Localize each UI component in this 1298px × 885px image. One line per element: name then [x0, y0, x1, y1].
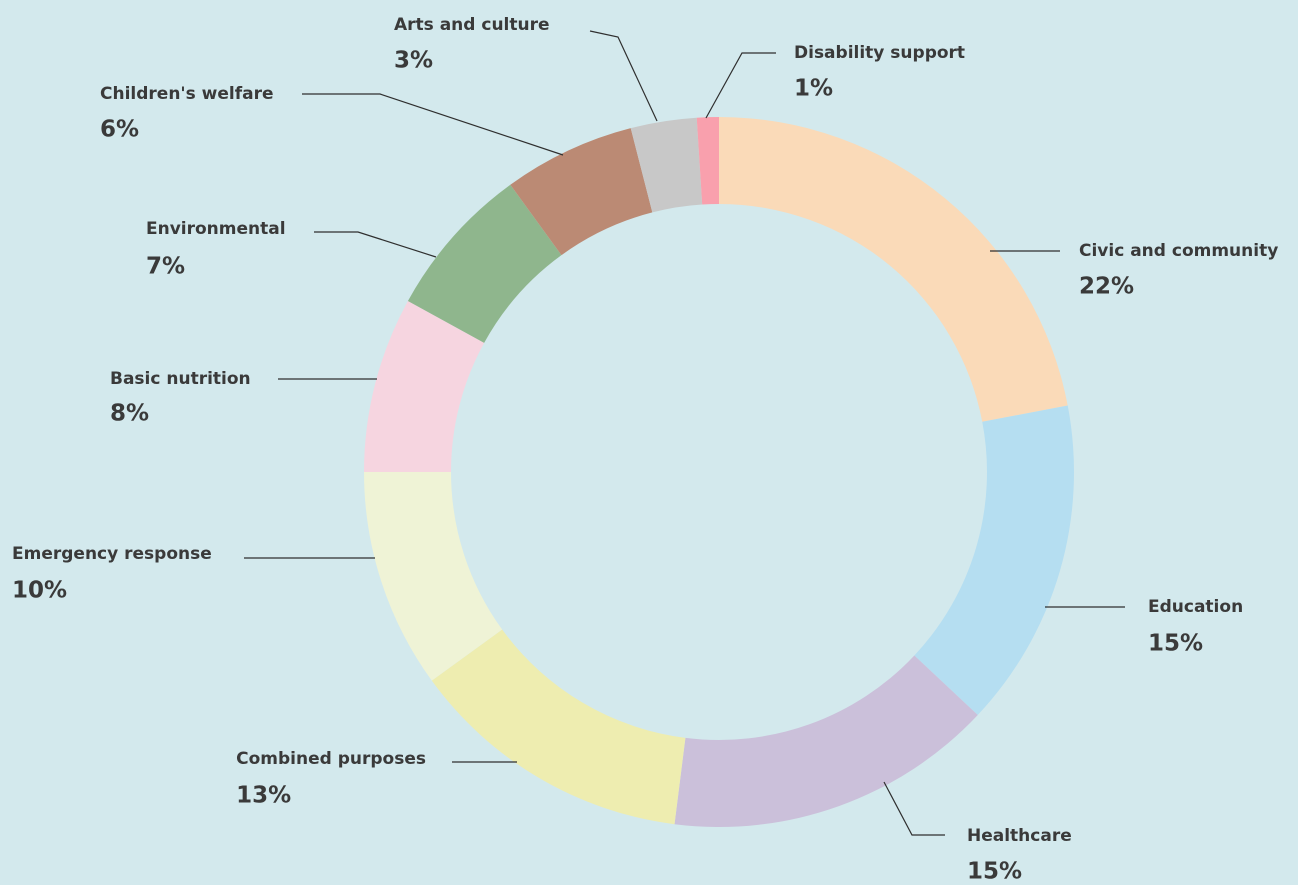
label-value-arts-and-culture: 3%	[394, 48, 433, 74]
label-name-combined-purposes: Combined purposes	[236, 749, 426, 769]
label-name-children-s-welfare: Children's welfare	[100, 84, 274, 104]
leader-line-arts-and-culture	[589, 30, 658, 122]
slice-combined-purposes	[431, 629, 686, 825]
slices-layer	[364, 117, 1074, 827]
label-value-environmental: 7%	[146, 254, 185, 280]
slice-disability-support	[696, 117, 719, 205]
slice-children-s-welfare	[510, 128, 653, 256]
slice-arts-and-culture	[630, 117, 703, 213]
slice-basic-nutrition	[364, 300, 485, 472]
leader-lines-layer	[244, 30, 1125, 836]
slice-emergency-response	[364, 472, 503, 681]
leader-line-healthcare	[883, 781, 945, 836]
label-name-arts-and-culture: Arts and culture	[394, 15, 550, 35]
label-value-children-s-welfare: 6%	[100, 117, 139, 143]
label-name-civic-and-community: Civic and community	[1079, 241, 1278, 261]
leader-line-disability-support	[705, 52, 776, 119]
label-name-basic-nutrition: Basic nutrition	[110, 369, 251, 389]
label-name-environmental: Environmental	[146, 219, 286, 239]
slice-education	[914, 405, 1074, 716]
label-value-disability-support: 1%	[794, 76, 833, 102]
label-value-combined-purposes: 13%	[236, 783, 291, 809]
label-name-disability-support: Disability support	[794, 43, 965, 63]
label-value-healthcare: 15%	[967, 859, 1022, 885]
labels-layer: Civic and community 22% Education 15% Health…	[12, 15, 1278, 885]
label-name-healthcare: Healthcare	[967, 826, 1072, 846]
slice-environmental	[407, 184, 562, 343]
label-value-basic-nutrition: 8%	[110, 401, 149, 427]
label-name-education: Education	[1148, 597, 1243, 617]
label-name-emergency-response: Emergency response	[12, 544, 212, 564]
label-value-emergency-response: 10%	[12, 578, 67, 604]
slice-civic-and-community	[719, 117, 1068, 422]
slice-healthcare	[674, 655, 978, 827]
label-value-civic-and-community: 22%	[1079, 274, 1134, 300]
leader-line-children-s-welfare	[302, 93, 564, 156]
leader-line-environmental	[314, 231, 437, 258]
label-value-education: 15%	[1148, 631, 1203, 657]
